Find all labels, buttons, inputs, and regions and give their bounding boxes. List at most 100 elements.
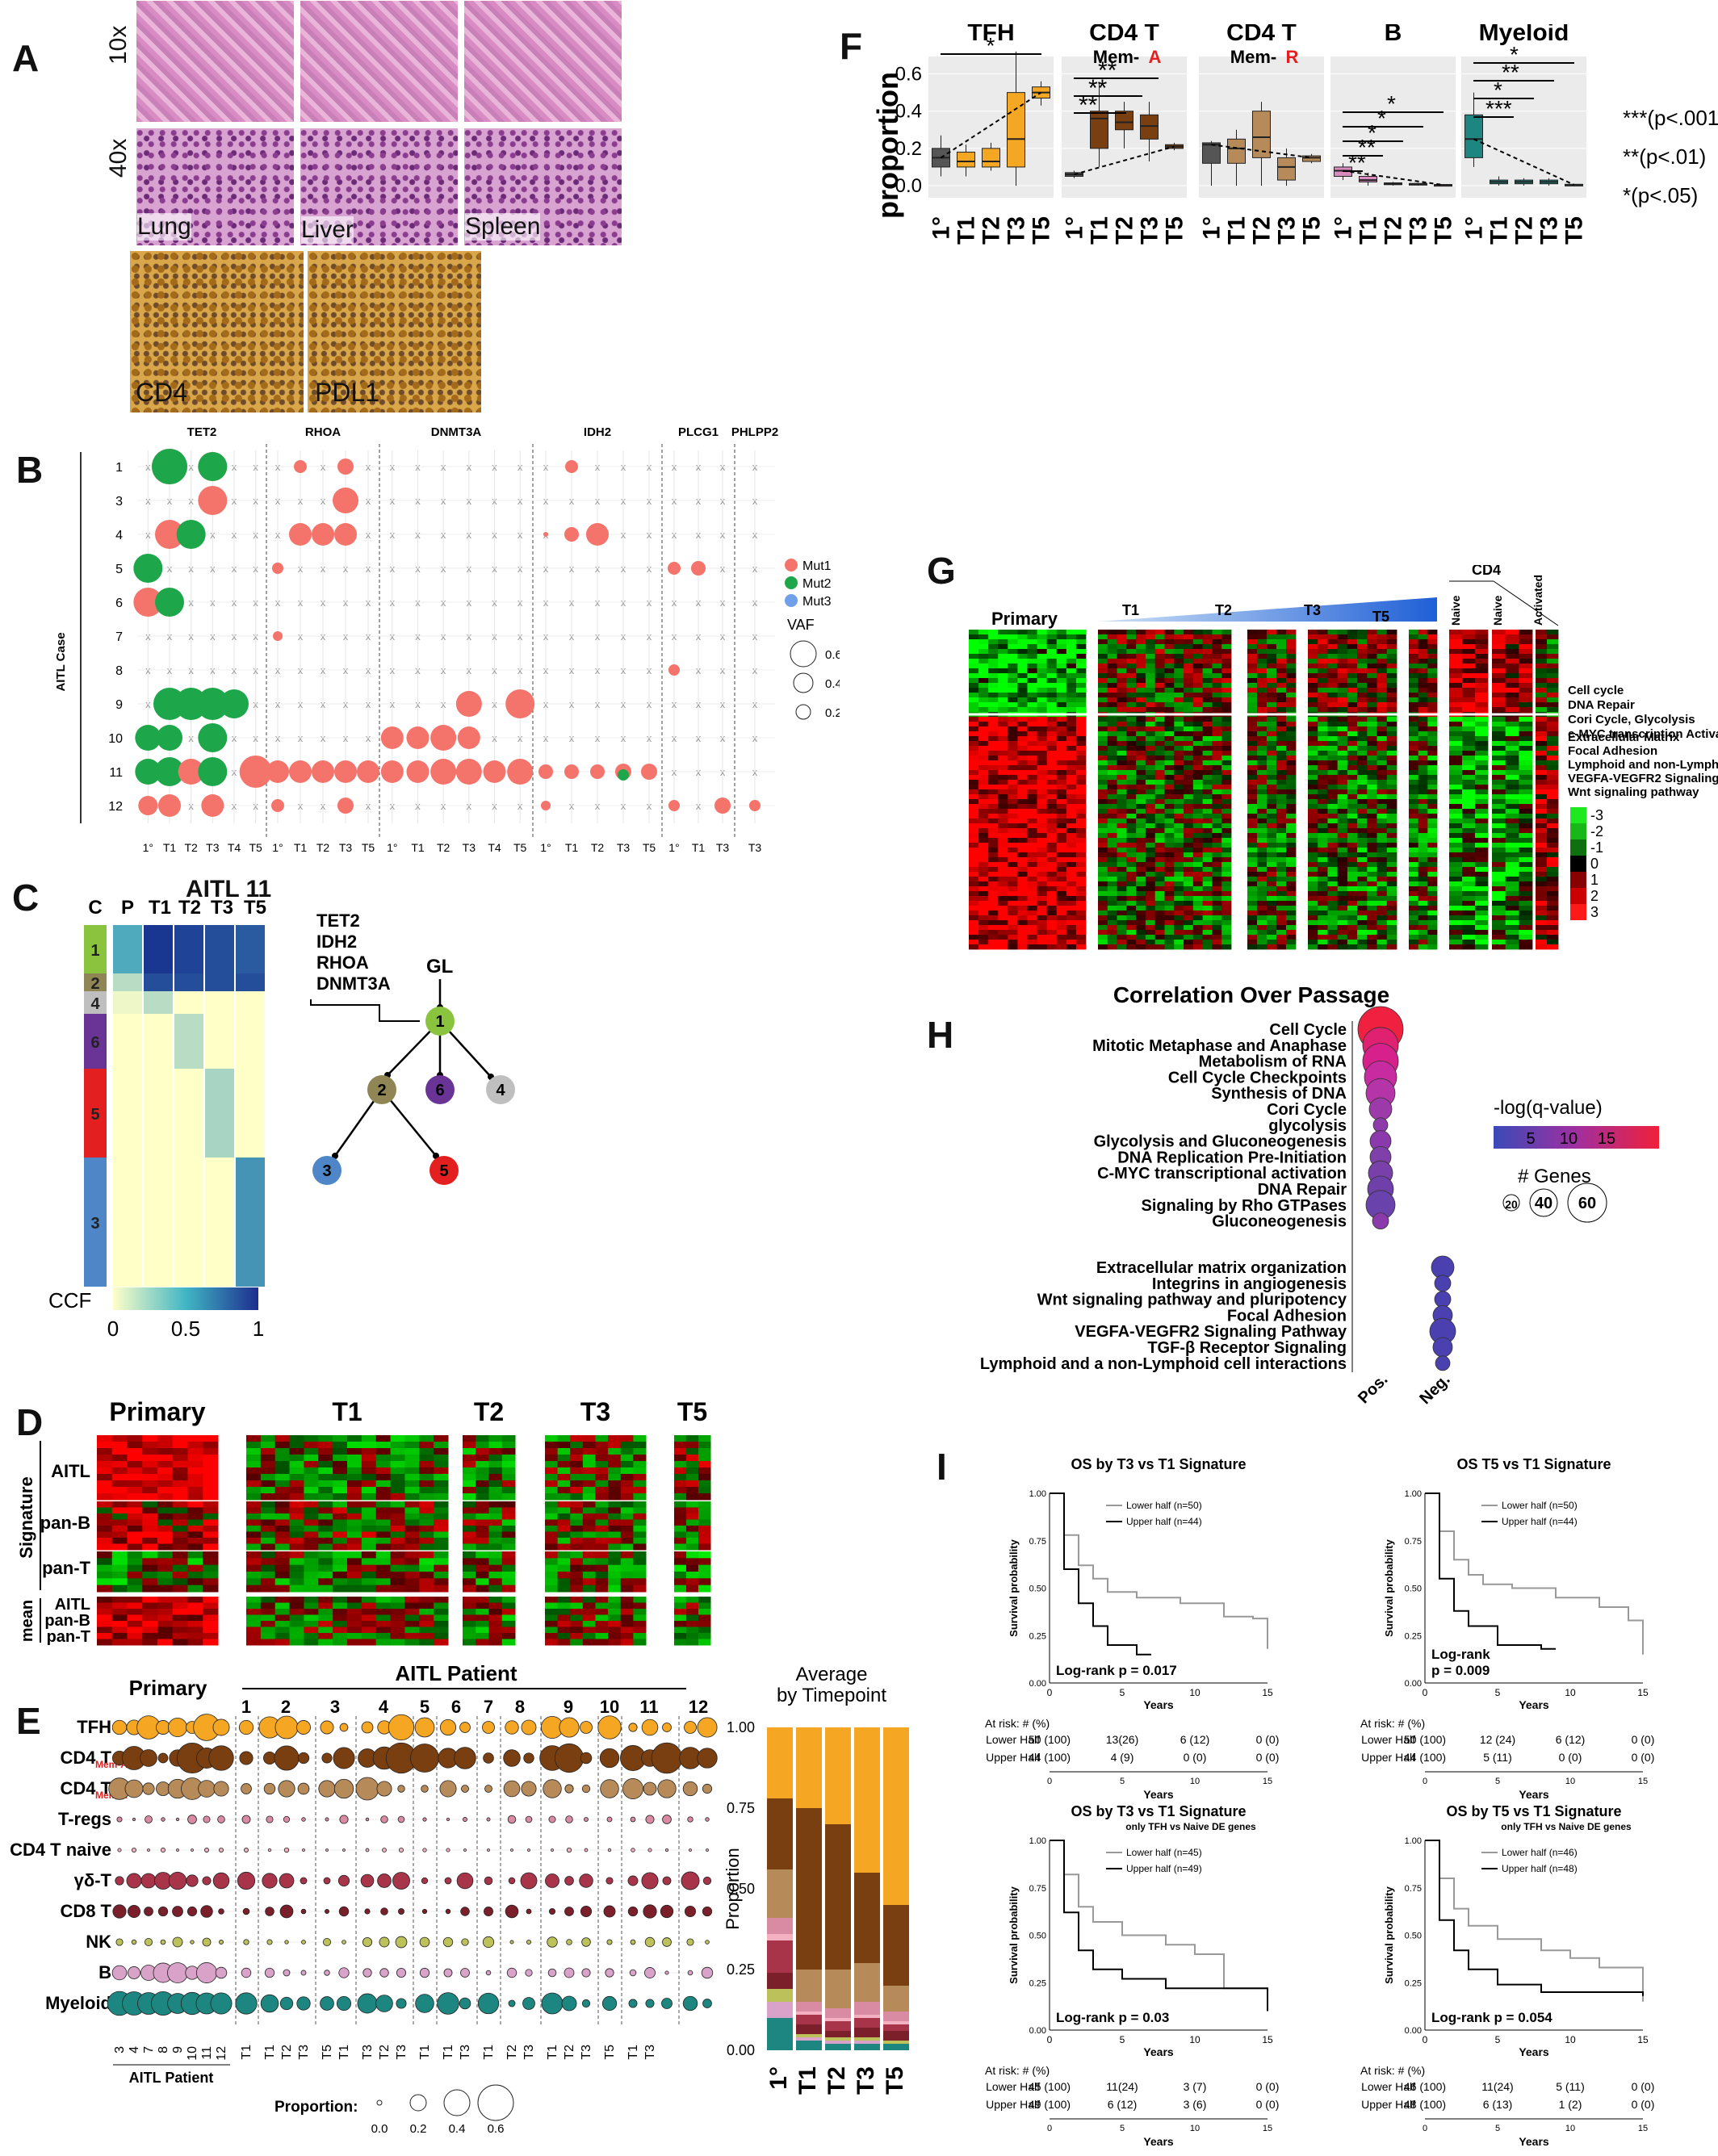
heat-cell [97,1538,113,1544]
heat-cell [1008,634,1018,640]
heat-cell [1107,828,1117,834]
heat-cell [1318,925,1328,931]
heat-cell [1008,775,1018,781]
heat-cell [1221,852,1232,858]
case-tick: 5 [115,563,123,576]
heat-cell [187,1513,203,1520]
heat-cell [1164,818,1175,824]
heat-cell [978,809,989,814]
heat-cell [404,1639,420,1646]
heat-cell [1212,944,1222,950]
heat-cell [1117,760,1127,766]
heat-cell [998,833,1008,839]
heat-cell [246,1578,262,1586]
heat-cell [419,1621,434,1627]
heat-cell [620,1602,634,1610]
heat-cell [1027,649,1037,655]
heat-cell [463,1564,476,1572]
heat-cell [620,1538,634,1544]
heat-cell [1376,644,1388,650]
heat-cell [978,930,989,936]
x-tick: T3 [463,841,476,854]
heat-cell [1098,697,1108,703]
heat-cell [142,1585,158,1593]
heat-cell [1192,697,1204,703]
heat-cell [1202,726,1213,732]
heat-cell [203,1467,219,1475]
clone-col-header: T5 [244,897,266,919]
heat-cell [1357,697,1368,703]
heat-cell [1174,654,1184,659]
heat-cell [1136,881,1146,887]
heat-cell [1184,843,1194,848]
heat-cell [1027,688,1037,693]
heat-cell [1202,886,1213,892]
heat-cell [1212,785,1222,790]
heat-cell [1367,688,1377,693]
heat-cell [1008,823,1018,829]
heat-cell [1202,799,1213,805]
patient-tick: T3 [580,2045,593,2060]
heat-cell [434,1493,449,1501]
heat-cell [1027,664,1037,669]
heat-cell [246,1633,262,1639]
heat-cell [988,668,999,674]
heat-cell [1075,838,1087,844]
celltype-dot [112,1904,127,1919]
heat-cell [1337,828,1348,834]
heat-cell [1136,857,1146,863]
heat-cell [1066,634,1077,640]
heat-cell [142,1487,158,1494]
heat-cell [1117,877,1127,882]
heat-cell [318,1448,333,1455]
legend-vaf-title: VAF [787,617,815,633]
heat-cell [274,1564,291,1572]
celltype-dot [505,1720,519,1735]
heat-cell [1136,814,1146,819]
heat-cell [1164,654,1175,659]
heat-cell [1308,697,1318,703]
heat-cell [1247,857,1258,863]
heat-cell [1117,814,1127,819]
heat-cell [172,1633,188,1639]
heat-cell [1257,664,1268,669]
mutation-dot [564,764,579,779]
heat-cell [289,1614,304,1622]
celltype-dot [338,1967,350,1978]
stack-segment [883,2044,909,2050]
heat-cell [620,1578,634,1586]
heat-cell [1318,940,1328,945]
heat-cell [998,896,1008,902]
celltype-dot [561,1995,577,2012]
celltype-dot [398,1908,404,1915]
heat-cell [111,1513,128,1520]
celltype-dot [301,1940,306,1945]
heat-cell [1276,756,1287,761]
celltype-dot [641,1872,659,1890]
heat-cell [1126,794,1137,800]
mutation-dot [138,796,158,815]
heat-cell [1376,736,1388,742]
heat-cell [633,1602,647,1610]
heat-cell [1212,814,1222,819]
heat-cell [1347,852,1358,858]
heat-cell [274,1467,291,1475]
heat-cell [674,1538,687,1544]
heat-cell [1347,848,1358,853]
heat-cell [246,1543,262,1551]
heat-cell [390,1474,405,1481]
heat-cell [1267,722,1277,727]
heat-cell [318,1543,333,1551]
heat-cell [1126,644,1137,650]
heat-cell [289,1578,304,1586]
heat-cell [1046,862,1058,868]
heat-cell [1017,789,1028,795]
heat-cell [978,688,989,693]
ccf-cell [236,925,265,973]
heat-cell [969,867,979,873]
heat-cell [978,818,989,824]
heat-cell [1056,935,1067,940]
heat-cell [1276,678,1287,684]
heat-cell [1017,843,1028,848]
heat-cell [318,1526,333,1532]
